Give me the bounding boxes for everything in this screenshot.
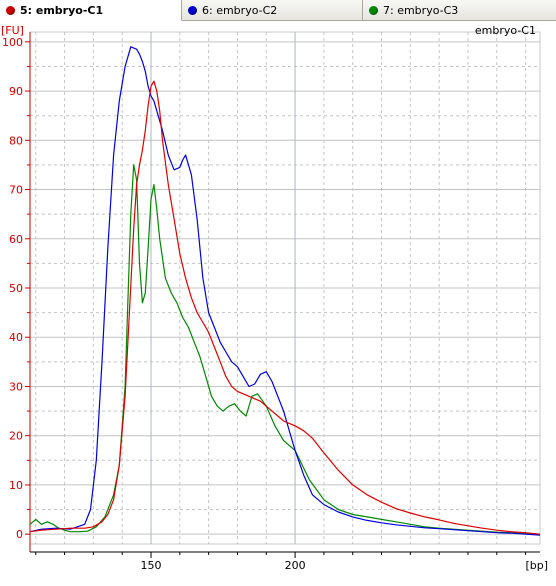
y-tick-label: 90 [9,85,23,98]
y-tick-label: 100 [2,36,23,49]
series-line-embryo-c3 [29,164,541,535]
sample-tab-bar: 5: embryo-C1 6: embryo-C2 7: embryo-C3 [0,0,556,21]
chart-title: embryo-C1 [475,24,536,37]
y-tick-label: 50 [9,282,23,295]
y-tick-label: 80 [9,134,23,147]
blue-dot-icon [188,6,197,15]
series-line-embryo-c2 [29,46,541,536]
red-dot-icon [6,6,15,15]
x-tick-label: 150 [141,559,162,572]
series-line-embryo-c1 [29,80,541,535]
y-tick-label: 0 [16,528,23,541]
y-tick-label: 40 [9,331,23,344]
tab-embryo-c2[interactable]: 6: embryo-C2 [182,0,363,21]
tab-embryo-c1[interactable]: 5: embryo-C1 [0,0,182,21]
tab-embryo-c3[interactable]: 7: embryo-C3 [363,0,556,21]
y-tick-label: 20 [9,430,23,443]
y-tick-label: 10 [9,479,23,492]
y-axis-label: [FU] [1,24,24,37]
x-tick-label: 200 [285,559,306,572]
axes: 0 10 20 30 40 50 60 70 80 90 100 150 200 [2,32,540,572]
y-tick-label: 60 [9,233,23,246]
y-tick-label: 70 [9,184,23,197]
green-dot-icon [369,6,378,15]
tab-label: 5: embryo-C1 [20,4,104,17]
tab-label: 6: embryo-C2 [202,4,278,17]
grid [29,31,541,545]
series [29,46,541,536]
tab-label: 7: embryo-C3 [383,4,459,17]
electropherogram-chart: 0 10 20 30 40 50 60 70 80 90 100 150 200 embryo-C1 [… [1,24,548,572]
y-tick-label: 30 [9,380,23,393]
x-axis-label: [bp] [525,559,548,572]
